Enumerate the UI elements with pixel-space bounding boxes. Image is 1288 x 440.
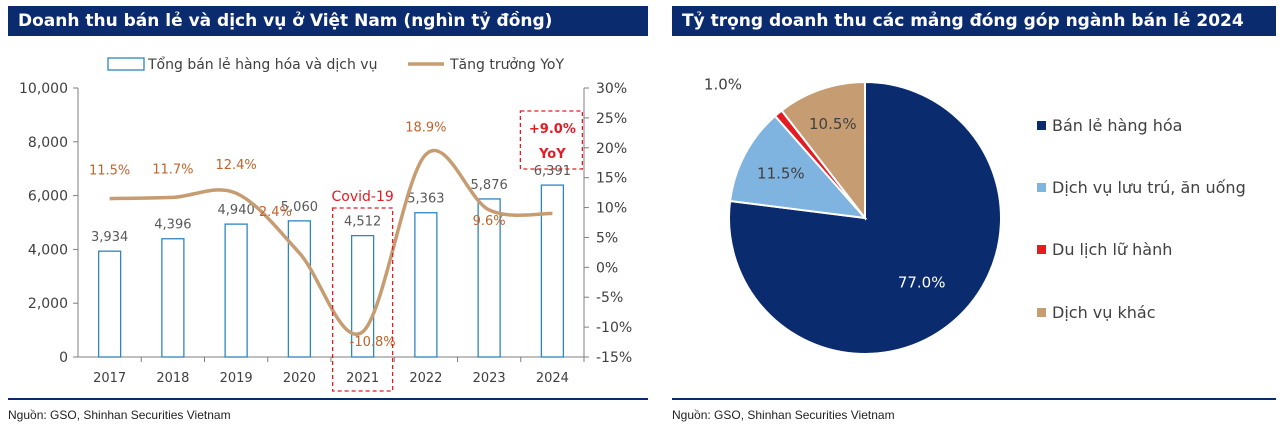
line-value-label: 2.4% (259, 205, 292, 220)
bar-value-label: 5,876 (471, 178, 508, 193)
pie-slice-label: 10.5% (809, 115, 857, 133)
right-y-tick-label: 0% (596, 260, 618, 276)
legend-label: Dịch vụ lưu trú, ăn uống (1052, 178, 1246, 197)
left-divider (8, 398, 648, 400)
legend-label: Bán lẻ hàng hóa (1052, 116, 1182, 135)
right-chart-title: Tỷ trọng doanh thu các mảng đóng góp ngà… (672, 6, 1276, 36)
bar-value-label: 5,060 (281, 200, 318, 215)
right-y-tick-label: 30% (596, 81, 627, 97)
bar-2017 (97, 250, 122, 358)
right-y-tick-label: 25% (596, 111, 627, 127)
right-divider (672, 398, 1276, 400)
legend-swatch-3 (1037, 245, 1046, 254)
bar-2022 (414, 212, 438, 358)
legend-swatch-1 (1037, 121, 1046, 130)
right-y-tick-label: 5% (596, 230, 618, 246)
bar-2018 (161, 238, 185, 358)
bar-value-label: 3,934 (91, 230, 128, 245)
right-y-tick-label: -5% (596, 290, 623, 306)
bar-2024 (540, 184, 565, 358)
x-tick-label: 2019 (220, 371, 253, 386)
x-tick-label: 2018 (156, 371, 189, 386)
left-y-tick-label: 6,000 (28, 189, 68, 205)
covid-annotation: Covid-19 (331, 189, 393, 205)
legend-line-label: Tăng trưởng YoY (449, 57, 564, 73)
bar-2020 (287, 220, 312, 358)
line-value-label: 11.7% (152, 162, 193, 177)
right-y-tick-label: 20% (596, 141, 627, 157)
x-tick-label: 2021 (346, 371, 379, 386)
x-tick-label: 2024 (536, 371, 569, 386)
bar-value-label: 4,396 (154, 218, 191, 233)
right-y-tick-label: -10% (596, 320, 632, 336)
bar-2019 (224, 223, 248, 358)
pie-slice-label: 11.5% (757, 164, 805, 182)
legend-swatch-4 (1037, 308, 1046, 317)
pie-slice-4 (780, 80, 866, 221)
line-value-label: 9.6% (473, 214, 506, 229)
left-y-tick-label: 0 (59, 350, 68, 366)
x-tick-label: 2023 (473, 371, 506, 386)
line-value-label: 11.5% (89, 164, 130, 179)
right-y-tick-label: 10% (596, 201, 627, 217)
bar-2023 (477, 198, 501, 358)
pie-chart: 77.0% 11.5% 1.0% 10.5% Bán lẻ hàng hóa Dịch v… (704, 75, 1246, 355)
right-y-tick-label: -15% (596, 350, 632, 366)
yoy-growth-line (109, 148, 553, 336)
right-source: Nguồn: GSO, Shinhan Securities Vietnam (672, 408, 895, 422)
legend-bar-label: Tổng bán lẻ hàng hóa và dịch vụ (147, 56, 377, 73)
legend-swatch-2 (1037, 183, 1046, 192)
x-tick-label: 2017 (93, 371, 126, 386)
line-value-label: 12.4% (215, 158, 256, 173)
covid-highlight-box (331, 207, 394, 392)
bar-value-label: 4,940 (218, 203, 255, 218)
left-y-tick-label: 8,000 (28, 135, 68, 151)
growth-annotation-value: +9.0% (529, 122, 576, 137)
right-y-tick-label: 15% (596, 171, 627, 187)
left-y-tick-label: 2,000 (28, 296, 68, 312)
legend-bar-swatch (107, 57, 145, 71)
left-y-tick-label: 4,000 (28, 242, 68, 258)
left-y-tick-label: 10,000 (19, 81, 68, 97)
x-tick-label: 2022 (409, 371, 442, 386)
bar-line-chart: 0 2,000 4,000 6,000 8,000 10,000 -15% -10% -5% 0%… (19, 56, 632, 392)
left-source: Nguồn: GSO, Shinhan Securities Vietnam (8, 408, 231, 422)
growth-highlight-box (519, 110, 584, 170)
bar-value-label: 4,512 (344, 215, 381, 230)
x-tick-label: 2020 (283, 371, 316, 386)
legend-label: Du lịch lữ hành (1052, 240, 1172, 259)
pie-slice-2 (728, 114, 868, 220)
line-value-label: -10.8% (350, 335, 396, 350)
legend-label: Dịch vụ khác (1052, 303, 1156, 322)
bar-value-label: 5,363 (407, 192, 444, 207)
pie-slice-label: 1.0% (704, 75, 742, 93)
growth-annotation-unit: YoY (538, 147, 566, 162)
line-value-label: 18.9% (405, 120, 446, 135)
pie-slice-label: 77.0% (898, 273, 946, 291)
bar-value-label: 6,391 (534, 164, 571, 179)
left-chart-title: Doanh thu bán lẻ và dịch vụ ở Việt Nam (… (8, 6, 648, 36)
